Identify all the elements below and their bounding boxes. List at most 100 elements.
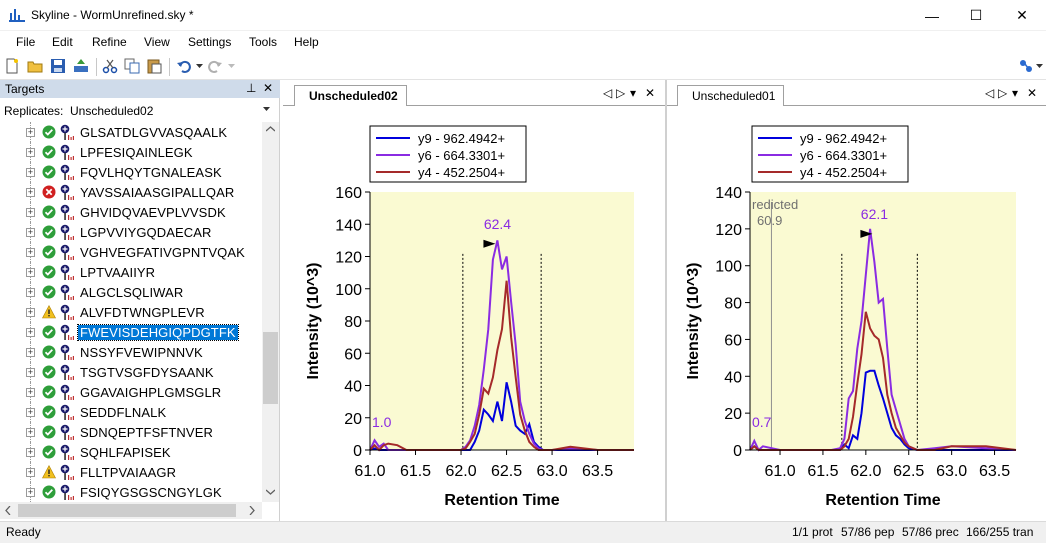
peptide-row[interactable]: + FWEVISDEHGIQPDGTFK [0, 322, 262, 342]
targets-close-icon[interactable]: ✕ [263, 81, 274, 95]
menu-refine[interactable]: Refine [92, 35, 127, 49]
peptide-row[interactable]: + SDNQEPTFSFTNVER [0, 422, 262, 442]
menu-settings[interactable]: Settings [188, 35, 232, 49]
peptide-icon [60, 424, 74, 440]
expand-plus-icon[interactable]: + [26, 347, 35, 357]
peptide-row[interactable]: + FLLTPVAIAAGR [0, 462, 262, 482]
publish-icon[interactable] [73, 58, 89, 74]
replicates-select[interactable] [64, 100, 274, 120]
expand-plus-icon[interactable]: + [26, 267, 35, 277]
expand-plus-icon[interactable]: + [26, 207, 35, 217]
copy-icon[interactable] [124, 58, 140, 74]
maximize-button[interactable]: ☐ [969, 7, 983, 23]
scroll-up-icon[interactable] [266, 126, 275, 132]
edge-rt-label: 0.7 [752, 414, 772, 430]
expand-plus-icon[interactable]: + [26, 227, 35, 237]
close-button[interactable]: ✕ [1016, 7, 1028, 23]
expand-plus-icon[interactable]: + [26, 427, 35, 437]
pane1-close-icon[interactable]: ✕ [645, 86, 656, 100]
peptide-label: VGHVEGFATIVGPNTVQAK [80, 245, 245, 260]
y-tick-label: 40 [344, 379, 362, 396]
peptide-row[interactable]: + VGHVEGFATIVGPNTVQAK [0, 242, 262, 262]
menu-help[interactable]: Help [294, 35, 319, 49]
open-folder-icon[interactable] [27, 58, 43, 74]
undo-icon[interactable] [176, 58, 192, 74]
scroll-left-icon[interactable] [5, 506, 11, 515]
peptide-row[interactable]: + GHVIDQVAEVPLVVSDK [0, 202, 262, 222]
peptide-row[interactable]: + GLSATDLGVVASQAALK [0, 122, 262, 142]
legend-entry: y6 - 664.3301+ [800, 148, 887, 163]
tree-scroll-thumb[interactable] [263, 332, 278, 404]
tree-vertical-scrollbar[interactable] [262, 122, 279, 502]
expand-plus-icon[interactable]: + [26, 307, 35, 317]
integrate-icon[interactable] [1018, 58, 1034, 74]
expand-plus-icon[interactable]: + [26, 467, 35, 477]
peptide-row[interactable]: + LPTVAAIIYR [0, 262, 262, 282]
pane1-nav-left-icon[interactable]: ◁ [603, 86, 613, 100]
y-tick-label: 60 [344, 346, 362, 363]
expand-plus-icon[interactable]: + [26, 487, 35, 497]
chromatogram-chart-2[interactable]: 0 20 40 60 80 100 120 140 61.0 61.5 62.0 62.5 63.0 63… [668, 106, 1044, 520]
pane1-nav-right-icon[interactable]: ▷ [616, 86, 626, 100]
scroll-down-icon[interactable] [266, 489, 275, 495]
peptide-row[interactable]: + ALGCLSQLIWAR [0, 282, 262, 302]
integrate-dropdown-icon[interactable] [1036, 64, 1043, 69]
expand-plus-icon[interactable]: + [26, 127, 35, 137]
peptide-row[interactable]: + TSGTVSGFDYSAANK [0, 362, 262, 382]
peptide-row[interactable]: + NSSYFVEWIPNNVK [0, 342, 262, 362]
expand-plus-icon[interactable]: + [26, 147, 35, 157]
cut-icon[interactable] [102, 58, 118, 74]
minimize-button[interactable]: — [925, 7, 939, 24]
expand-plus-icon[interactable]: + [26, 187, 35, 197]
expand-plus-icon[interactable]: + [26, 327, 35, 337]
peptide-row[interactable]: + LGPVVIYGQDAECAR [0, 222, 262, 242]
replicates-dropdown-icon[interactable] [263, 107, 270, 112]
peptide-icon [60, 224, 74, 240]
scroll-right-icon[interactable] [249, 506, 255, 515]
ok-check-icon [42, 165, 56, 179]
menu-file[interactable]: File [16, 35, 36, 49]
tab-unscheduled02[interactable]: Unscheduled02 [294, 85, 407, 106]
peptide-label: GGAVAIGHPLGMSGLR [80, 385, 222, 400]
menu-tools[interactable]: Tools [249, 35, 278, 49]
pane2-nav-right-icon[interactable]: ▷ [998, 86, 1008, 100]
status-bar [0, 521, 1046, 543]
chromatogram-chart-1[interactable]: 0 20 40 60 80 100 120 140 160 61.0 61.5 62.0 62.5 63.… [284, 106, 664, 520]
pane2-close-icon[interactable]: ✕ [1027, 86, 1038, 100]
expand-plus-icon[interactable]: + [26, 287, 35, 297]
pin-icon[interactable]: ⊥ [246, 81, 257, 95]
peptide-row[interactable]: + FQVLHQYTGNALEASK [0, 162, 262, 182]
y-tick-label: 160 [335, 185, 362, 202]
expand-plus-icon[interactable]: + [26, 447, 35, 457]
y-tick-label: 60 [724, 332, 742, 349]
pane2-nav-left-icon[interactable]: ◁ [985, 86, 995, 100]
new-document-icon[interactable] [4, 58, 20, 74]
peptide-row[interactable]: + SEDDFLNALK [0, 402, 262, 422]
peptide-row[interactable]: + SQHLFAPISEK [0, 442, 262, 462]
tree-hscroll-thumb[interactable] [18, 504, 236, 517]
peptide-row[interactable]: + YAVSSAIAASGIPALLQAR [0, 182, 262, 202]
expand-plus-icon[interactable]: + [26, 387, 35, 397]
expand-plus-icon[interactable]: + [26, 247, 35, 257]
peptide-row[interactable]: + LPFESIQAINLEGK [0, 142, 262, 162]
pane1-menu-icon[interactable]: ▾ [630, 86, 637, 100]
title-bar [0, 0, 1046, 31]
peptide-row[interactable]: + ALVFDTWNGPLEVR [0, 302, 262, 322]
peptide-row[interactable]: + FSIQYGSGSCNGYLGK [0, 482, 262, 502]
peptide-icon [60, 304, 74, 320]
save-icon[interactable] [50, 58, 66, 74]
undo-dropdown-icon[interactable] [196, 64, 203, 69]
peptide-row[interactable]: + GGAVAIGHPLGMSGLR [0, 382, 262, 402]
ok-check-icon [42, 245, 56, 259]
pane2-menu-icon[interactable]: ▾ [1012, 86, 1019, 100]
tab-unscheduled01[interactable]: Unscheduled01 [677, 85, 785, 106]
expand-plus-icon[interactable]: + [26, 407, 35, 417]
menu-edit[interactable]: Edit [52, 35, 73, 49]
replicates-label: Replicates: [4, 104, 64, 118]
peptide-label: FWEVISDEHGIQPDGTFK [77, 324, 239, 341]
pane-splitter[interactable] [665, 80, 667, 521]
menu-view[interactable]: View [144, 35, 170, 49]
paste-icon[interactable] [146, 58, 162, 74]
expand-plus-icon[interactable]: + [26, 167, 35, 177]
expand-plus-icon[interactable]: + [26, 367, 35, 377]
